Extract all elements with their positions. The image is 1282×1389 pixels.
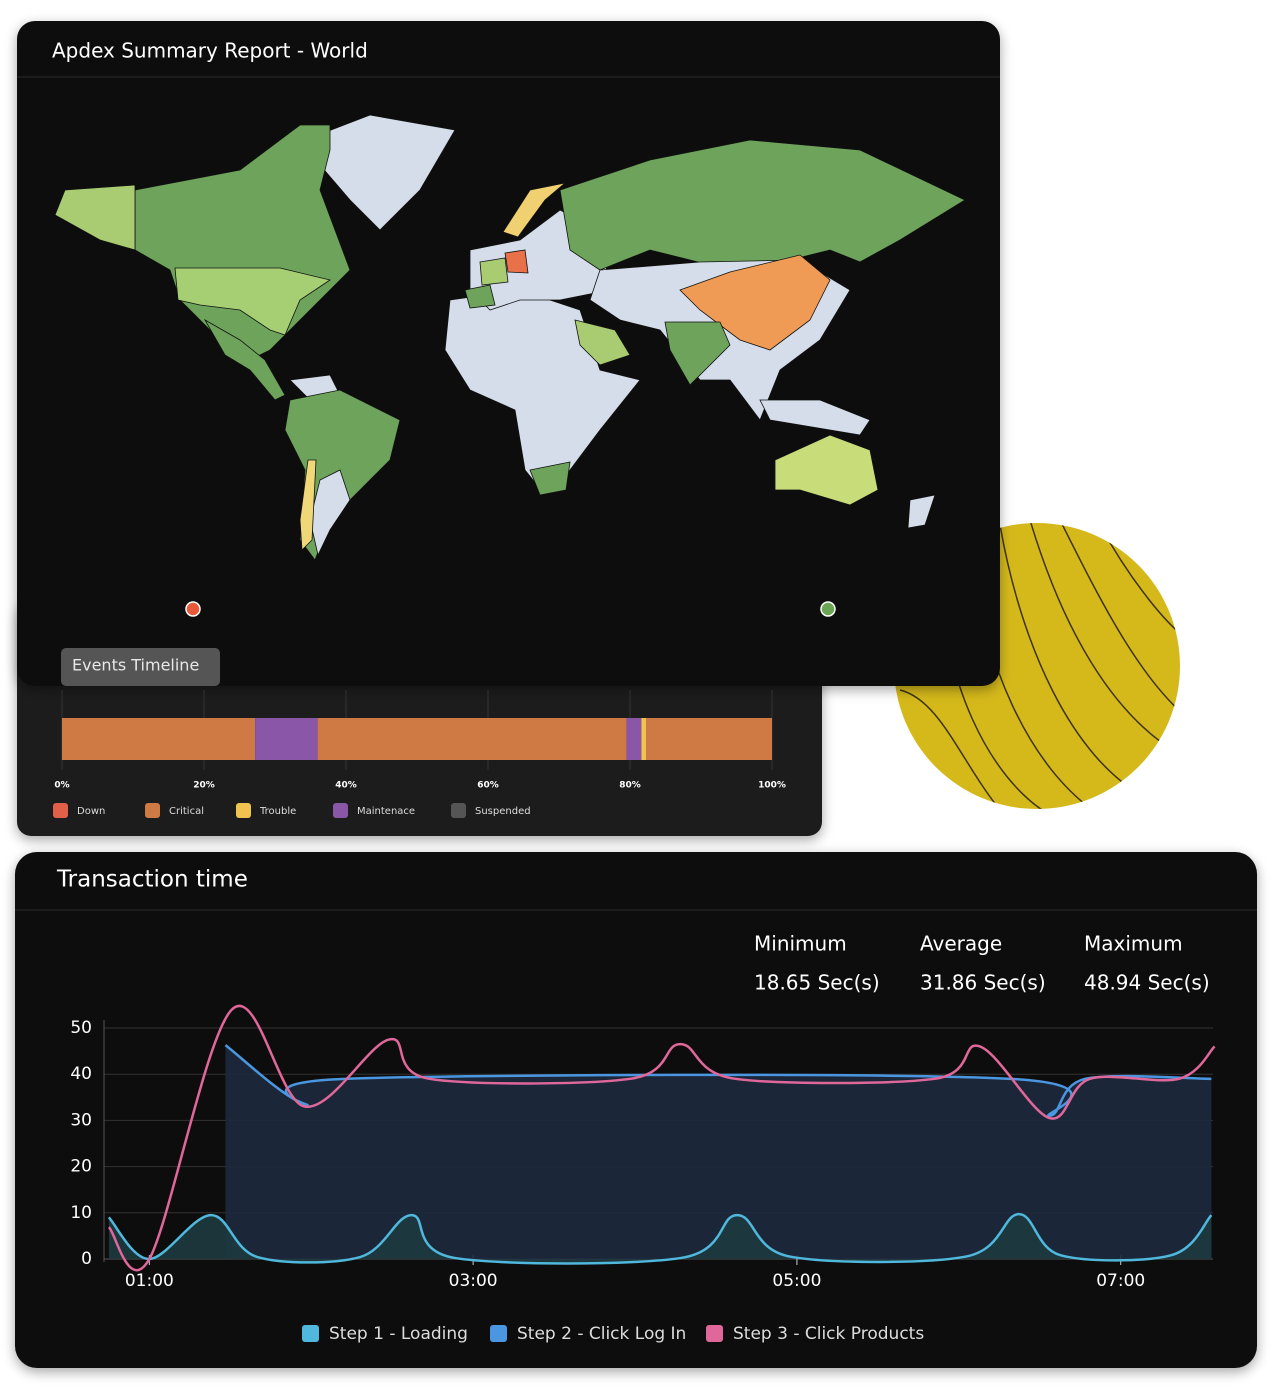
legend-swatch bbox=[302, 1325, 319, 1342]
y-tick-label: 0 bbox=[81, 1249, 92, 1269]
x-tick-label: 60% bbox=[477, 781, 499, 791]
x-tick-label: 20% bbox=[193, 781, 215, 791]
legend-swatch bbox=[333, 803, 348, 818]
timeline-segment bbox=[255, 718, 318, 760]
timeline-segment bbox=[62, 718, 256, 760]
legend-swatch bbox=[236, 803, 251, 818]
legend-label: Step 1 - Loading bbox=[329, 1324, 468, 1344]
legend-swatch bbox=[490, 1325, 507, 1342]
stat-label: Average bbox=[920, 932, 1002, 956]
events-title: Events Timeline bbox=[72, 656, 199, 675]
y-tick-label: 30 bbox=[70, 1110, 92, 1130]
timeline-segment bbox=[646, 718, 772, 760]
y-tick-label: 50 bbox=[70, 1018, 92, 1038]
stat-value: 48.94 Sec(s) bbox=[1084, 971, 1210, 995]
legend-swatch bbox=[145, 803, 160, 818]
series-area bbox=[108, 1214, 1212, 1264]
series-line bbox=[107, 1212, 1213, 1265]
x-tick-label: 0% bbox=[54, 781, 69, 791]
slider-handle[interactable] bbox=[185, 601, 201, 617]
legend-label: Critical bbox=[169, 806, 204, 817]
series-line bbox=[224, 1044, 1212, 1118]
legend-label: Suspended bbox=[475, 806, 531, 817]
stat-label: Minimum bbox=[754, 932, 847, 956]
legend-label: Maintenace bbox=[357, 806, 415, 817]
legend-label: Trouble bbox=[259, 806, 296, 817]
timeline-segment bbox=[641, 718, 647, 760]
x-tick-label: 80% bbox=[619, 781, 641, 791]
x-tick-label: 03:00 bbox=[449, 1271, 498, 1291]
map-title: Apdex Summary Report - World bbox=[52, 39, 368, 63]
x-tick-label: 100% bbox=[758, 781, 786, 791]
x-tick-label: 40% bbox=[335, 781, 357, 791]
world-map bbox=[54, 114, 966, 561]
slider-handle[interactable] bbox=[820, 601, 836, 617]
legend-swatch bbox=[53, 803, 68, 818]
series-area bbox=[225, 1045, 1212, 1259]
transaction-title: Transaction time bbox=[56, 867, 248, 893]
y-tick-label: 10 bbox=[70, 1203, 92, 1223]
series-line bbox=[107, 1004, 1216, 1272]
y-tick-label: 40 bbox=[70, 1064, 92, 1084]
legend-swatch bbox=[706, 1325, 723, 1342]
events-tab[interactable] bbox=[61, 648, 220, 686]
x-tick-label: 05:00 bbox=[772, 1271, 821, 1291]
legend-label: Down bbox=[77, 806, 105, 817]
legend-label: Step 2 - Click Log In bbox=[517, 1324, 686, 1344]
timeline-segment bbox=[317, 718, 627, 760]
x-tick-label: 07:00 bbox=[1096, 1271, 1145, 1291]
timeline-segment bbox=[626, 718, 642, 760]
legend-label: Step 3 - Click Products bbox=[733, 1324, 924, 1344]
stat-value: 18.65 Sec(s) bbox=[754, 971, 880, 995]
stat-value: 31.86 Sec(s) bbox=[920, 971, 1046, 995]
legend-swatch bbox=[451, 803, 466, 818]
stat-label: Maximum bbox=[1084, 932, 1183, 956]
x-tick-label: 01:00 bbox=[125, 1271, 174, 1291]
y-tick-label: 20 bbox=[70, 1157, 92, 1177]
